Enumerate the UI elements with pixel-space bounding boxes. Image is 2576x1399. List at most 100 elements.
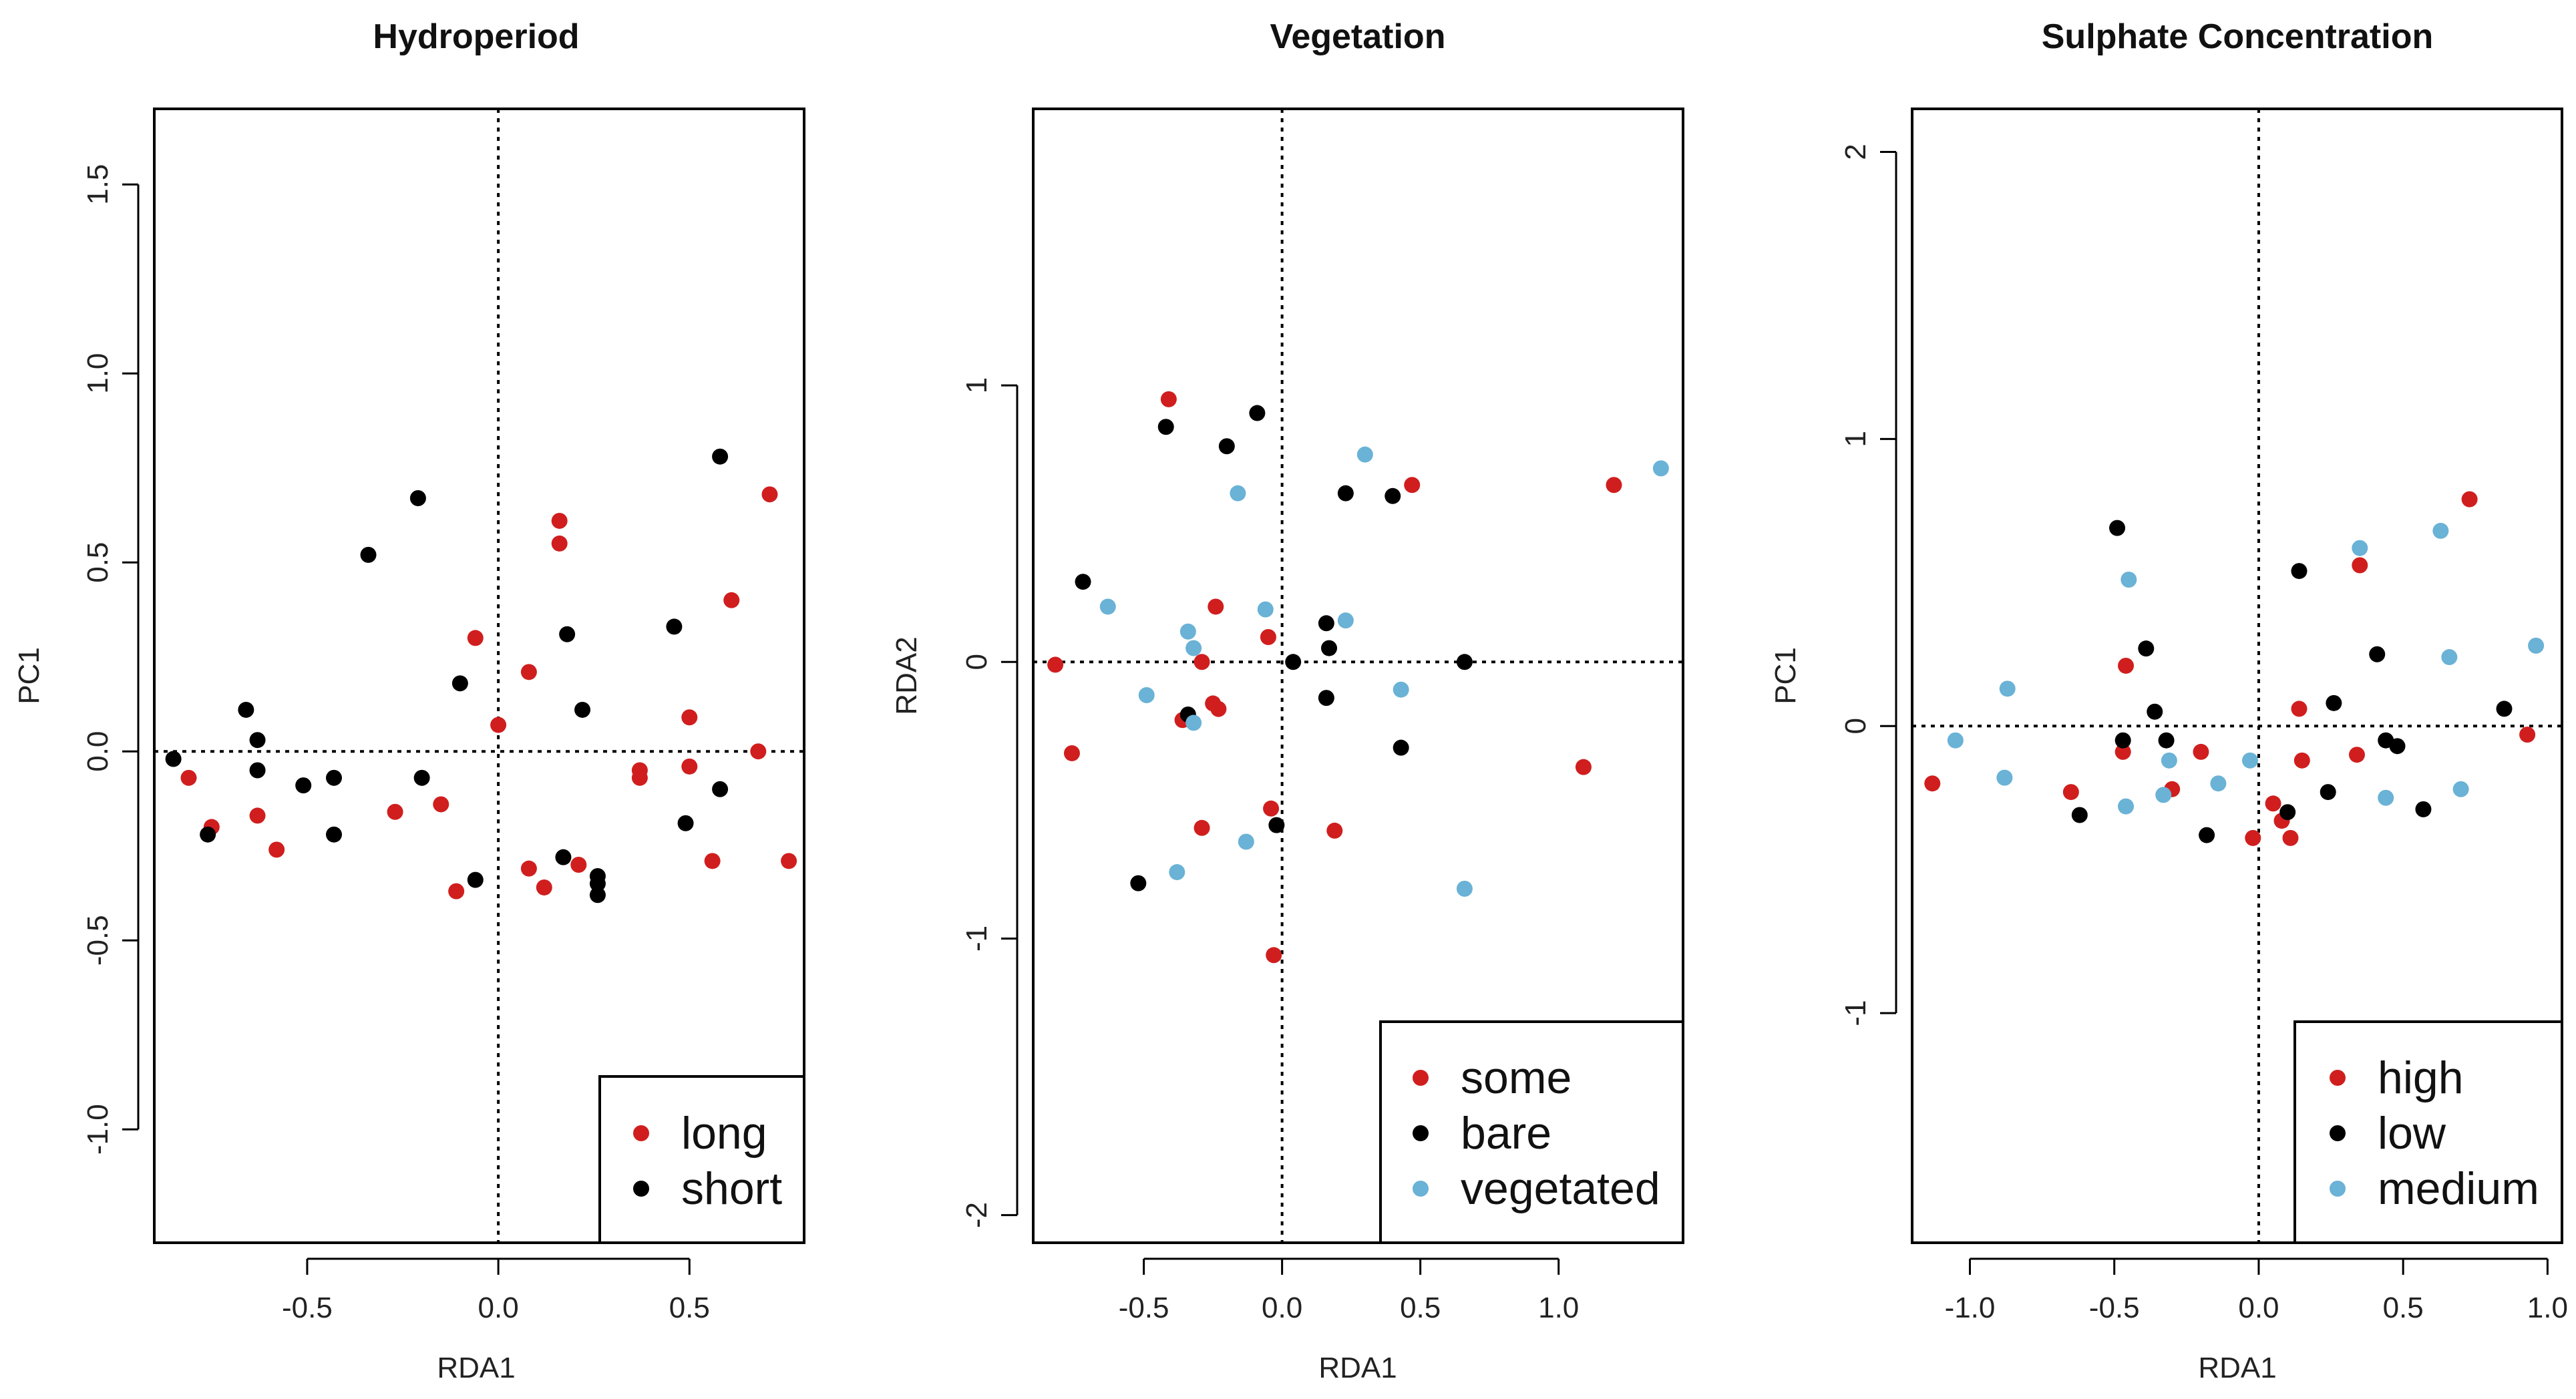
data-point-vegetated: [1238, 833, 1254, 850]
x-axis: -0.5 0.0 0.5 1.0: [1119, 1257, 1579, 1324]
data-point-long: [781, 853, 797, 869]
data-point-vegetated: [1652, 460, 1669, 477]
data-point-vegetated: [1185, 640, 1202, 656]
data-point-some: [1266, 947, 1282, 964]
x-tick-label: -1.0: [1945, 1291, 1996, 1324]
data-point-long: [681, 709, 698, 726]
legend-marker-long: [633, 1125, 649, 1141]
data-point-long: [681, 758, 698, 775]
vegetation-panel: Vegetation -0.5 0.0 0.5 1.0 -2 -1 0 1 RDA1 RDA…: [890, 17, 1684, 1384]
y-tick-label: 1: [960, 377, 993, 393]
x-tick-label: 0.5: [1400, 1291, 1441, 1324]
data-point-short: [165, 751, 182, 767]
data-point-vegetated: [1393, 681, 1409, 698]
data-point-high: [2114, 743, 2131, 760]
data-point-high: [2265, 795, 2281, 812]
data-point-high: [2291, 701, 2308, 717]
sulphate-concentration-panel: Sulphate Concentration -1.0 -0.5 0.0 0.5 1.0…: [1769, 17, 2568, 1384]
data-point-medium: [2161, 752, 2177, 769]
data-point-vegetated: [1185, 715, 1202, 731]
data-point-long: [520, 860, 537, 877]
legend-marker-high: [2330, 1070, 2346, 1086]
panel-title: Hydroperiod: [373, 17, 579, 56]
legend-box: [1379, 1020, 1684, 1244]
data-point-bare: [1268, 817, 1285, 833]
data-point-long: [180, 769, 197, 786]
data-point-short: [712, 781, 729, 797]
x-tick-label: 0.0: [1262, 1291, 1302, 1324]
y-axis-label: RDA2: [890, 636, 923, 715]
data-point-medium: [2452, 781, 2469, 797]
data-point-long: [490, 717, 507, 733]
legend-marker-short: [633, 1181, 649, 1197]
data-point-short: [574, 701, 591, 718]
data-point-short: [326, 826, 343, 843]
data-point-high: [2352, 557, 2368, 574]
data-point-some: [1575, 759, 1592, 775]
data-point-short: [238, 701, 254, 718]
y-axis: -1.0 -0.5 0.0 0.5 1.0 1.5: [81, 164, 140, 1155]
data-points: [165, 448, 797, 904]
data-point-short: [326, 769, 343, 786]
panel-title: Vegetation: [1270, 17, 1446, 56]
data-point-low: [2496, 701, 2513, 717]
data-point-bare: [1249, 405, 1266, 421]
data-point-vegetated: [1179, 623, 1196, 640]
x-tick-label: 0.0: [2238, 1291, 2279, 1324]
data-point-bare: [1393, 739, 1409, 756]
data-point-low: [2114, 732, 2131, 749]
plot-frame: [153, 108, 805, 1244]
x-axis-label: RDA1: [1318, 1352, 1397, 1384]
data-point-medium: [2528, 637, 2545, 654]
data-point-high: [2245, 829, 2261, 846]
data-point-bare: [1337, 485, 1354, 502]
data-point-long: [433, 796, 449, 813]
data-point-vegetated: [1456, 880, 1473, 897]
data-point-vegetated: [1257, 601, 1274, 618]
data-point-some: [1606, 477, 1622, 493]
reference-lines: [1033, 109, 1683, 1243]
data-point-bare: [1318, 690, 1334, 707]
data-point-low: [2389, 738, 2406, 755]
data-point-long: [249, 807, 266, 824]
data-point-long: [268, 841, 285, 858]
x-tick-label: 1.0: [1538, 1291, 1579, 1324]
legend-label-medium: medium: [2378, 1163, 2539, 1214]
data-point-low: [2138, 640, 2155, 657]
legend-label-long: long: [681, 1108, 767, 1159]
x-axis: -1.0 -0.5 0.0 0.5 1.0: [1945, 1257, 2568, 1324]
data-point-long: [761, 486, 778, 503]
y-tick-label: -1: [1839, 1000, 1872, 1026]
hydroperiod-panel: Hydroperiod -0.5 0.0 0.5 -1.0 -0.5 0.0 0.5 1.0…: [13, 17, 805, 1384]
data-point-high: [2519, 727, 2536, 743]
legend-marker-some: [1413, 1070, 1429, 1086]
data-point-high: [2062, 784, 2079, 801]
y-tick-label: 0.0: [81, 731, 114, 772]
data-point-bare: [1130, 875, 1147, 891]
data-point-medium: [1999, 680, 2016, 697]
data-point-some: [1263, 800, 1280, 817]
data-point-short: [413, 769, 430, 786]
data-point-low: [2369, 646, 2386, 662]
data-point-medium: [2378, 789, 2394, 806]
data-point-low: [2109, 520, 2126, 536]
y-tick-label: 0: [1839, 718, 1872, 734]
data-point-bare: [1218, 438, 1235, 455]
data-point-vegetated: [1337, 612, 1354, 629]
y-axis-label: PC1: [1769, 647, 1802, 705]
plot-frame: [1911, 108, 2563, 1244]
data-point-bare: [1385, 487, 1401, 504]
data-point-medium: [2432, 522, 2449, 539]
data-point-medium: [2441, 649, 2458, 666]
data-point-short: [295, 777, 312, 794]
data-point-short: [360, 546, 377, 563]
data-point-some: [1063, 745, 1080, 761]
data-point-medium: [2352, 540, 2368, 556]
legend-label-high: high: [2378, 1052, 2464, 1103]
legend-marker-bare: [1413, 1125, 1429, 1141]
data-point-low: [2071, 807, 2088, 823]
data-point-low: [2279, 804, 2296, 821]
x-tick-label: 0.0: [478, 1291, 519, 1324]
data-point-short: [200, 826, 216, 843]
